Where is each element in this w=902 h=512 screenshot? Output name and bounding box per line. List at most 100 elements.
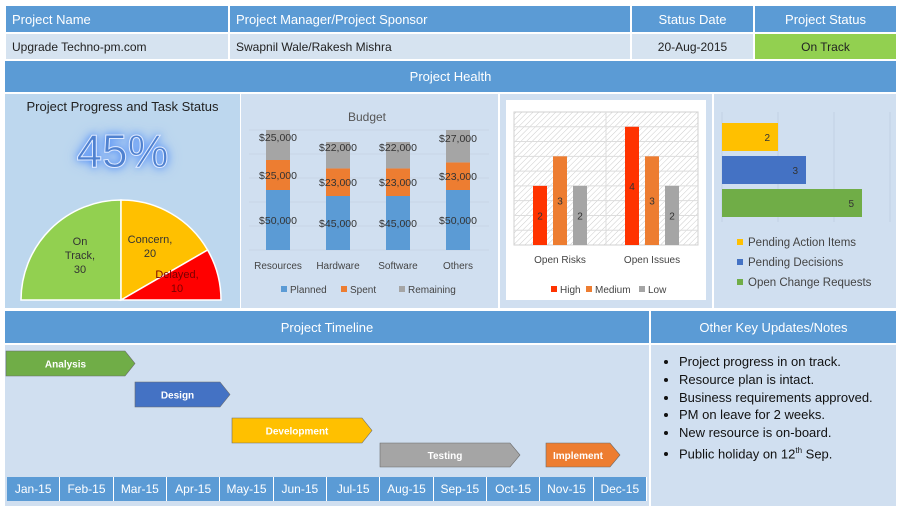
budget-data-label: $22,000: [379, 142, 417, 154]
project-status-badge: On Track: [754, 33, 897, 60]
legend-label: Low: [648, 285, 667, 296]
phase-bar-development: [231, 417, 373, 444]
risks-issues-chart: 2 3 2 Open Risks 4 3 2 Open Issues High Medium Low: [506, 100, 706, 300]
budget-bar-spent: [446, 162, 470, 190]
budget-data-label: $22,000: [319, 142, 357, 154]
risk-data-label: 3: [649, 197, 655, 208]
legend-swatch: [737, 279, 743, 285]
month-label: Feb-15: [60, 477, 114, 501]
pie-slice-concern: [120, 199, 209, 302]
risk-bar-medium: [645, 156, 659, 245]
month-label: Mar-15: [113, 477, 167, 501]
pie-label-line: On: [73, 236, 88, 248]
status-date-value: 20-Aug-2015: [631, 33, 754, 60]
task-status-pie: On Track, 30 Concern, 20 Delayed, 10: [20, 199, 222, 302]
budget-bar-planned: [266, 190, 290, 250]
pending-panel: 2 Pending Action Items 3 Pending Decisions 5…: [714, 94, 896, 308]
legend-label: Pending Action Items: [748, 237, 856, 249]
note-text: Public holiday on 12: [679, 446, 796, 462]
pie-slice-delayed: [118, 248, 222, 301]
risk-bar-high: [625, 126, 639, 245]
pie-label-line: 10: [171, 283, 183, 295]
phase-label: Design: [161, 391, 194, 402]
phase-label: Testing: [428, 451, 463, 462]
month-label: Dec-15: [593, 477, 647, 501]
risk-bar-low: [573, 185, 587, 245]
month-label: Nov-15: [540, 477, 594, 501]
notes-header: Other Key Updates/Notes: [651, 311, 896, 343]
budget-bar-remaining: [446, 130, 470, 163]
month-label: Sep-15: [433, 477, 487, 501]
pie-slice-on-track: [20, 199, 122, 301]
month-label: Aug-15: [380, 477, 434, 501]
note-text: Sep.: [802, 446, 833, 462]
budget-bar-planned: [386, 196, 410, 250]
risk-data-label: 2: [669, 211, 675, 222]
pending-data-label: 5: [848, 199, 854, 210]
progress-panel: Project Progress and Task Status 45% On T…: [5, 94, 240, 308]
legend-swatch: [639, 286, 645, 292]
budget-panel: Budget $50,000 $25,000 $25,000 Resources $45,…: [241, 94, 498, 308]
month-label: Jul-15: [327, 477, 381, 501]
budget-bar-spent: [326, 168, 350, 196]
legend-label: Planned: [290, 285, 327, 296]
budget-bar-spent: [266, 160, 290, 190]
budget-data-label: $23,000: [439, 171, 477, 183]
phase-bar-implement: [545, 442, 621, 468]
budget-bar-remaining: [266, 130, 290, 160]
risk-bar-medium: [553, 156, 567, 245]
note-item: PM on leave for 2 weeks.: [679, 406, 896, 424]
pie-label: Concern, 20: [128, 234, 173, 260]
phase-bar-analysis: [5, 350, 136, 377]
budget-title: Budget: [348, 110, 387, 124]
phase-label: Implement: [553, 451, 604, 462]
timeline-body: Analysis Design Development Testing Implemen…: [5, 345, 649, 506]
budget-bar-remaining: [386, 142, 410, 169]
budget-data-label: $25,000: [259, 132, 297, 144]
legend-swatch: [341, 286, 347, 292]
budget-bar-planned: [446, 190, 470, 250]
month-label: May-15: [220, 477, 274, 501]
budget-data-label: $50,000: [439, 215, 477, 227]
legend-swatch: [281, 286, 287, 292]
month-label: Apr-15: [167, 477, 221, 501]
budget-category-label: Hardware: [316, 261, 360, 272]
risk-data-label: 2: [577, 211, 583, 222]
gantt-chart: Analysis Design Development Testing Implemen…: [5, 350, 621, 468]
legend-label: Open Change Requests: [748, 277, 872, 289]
budget-data-label: $50,000: [259, 215, 297, 227]
progress-title: Project Progress and Task Status: [26, 99, 219, 114]
legend-swatch: [737, 239, 743, 245]
risk-data-label: 4: [629, 182, 635, 193]
month-axis: Jan-15 Feb-15 Mar-15 Apr-15 May-15 Jun-15 Jul-…: [7, 477, 647, 501]
budget-bar-spent: [386, 168, 410, 196]
project-health-header: Project Health: [5, 61, 896, 92]
note-item: Public holiday on 12th Sep.: [679, 442, 896, 463]
header-project-name: Project Name: [5, 5, 229, 33]
header-project-manager: Project Manager/Project Sponsor: [229, 5, 631, 33]
pie-label-line: 20: [144, 248, 156, 260]
project-manager-value: Swapnil Wale/Rakesh Mishra: [229, 33, 631, 60]
pending-bar: [722, 156, 806, 184]
budget-category-label: Others: [443, 261, 473, 272]
budget-category-label: Resources: [254, 261, 302, 272]
notes-body: Project progress in on track. Resource p…: [651, 345, 896, 506]
note-item: New resource is on-board.: [679, 424, 896, 442]
legend-label: Remaining: [408, 285, 456, 296]
pending-data-label: 2: [764, 133, 770, 144]
risk-bar-low: [665, 185, 679, 245]
pie-label-line: Delayed,: [155, 269, 198, 281]
legend-label: Spent: [350, 285, 376, 296]
note-sup: th: [795, 445, 803, 455]
timeline-header: Project Timeline: [5, 311, 649, 343]
budget-data-label: $45,000: [319, 218, 357, 230]
legend-label: Pending Decisions: [748, 257, 844, 269]
pie-label-line: Concern,: [128, 234, 173, 246]
phase-label: Development: [266, 427, 329, 438]
pie-label: Delayed, 10: [155, 269, 198, 295]
pie-label-line: 30: [74, 264, 86, 276]
legend-label: Medium: [595, 285, 631, 296]
budget-chart: Budget $50,000 $25,000 $25,000 Resources $45,…: [249, 110, 489, 296]
month-label: Jun-15: [273, 477, 327, 501]
pending-data-label: 3: [792, 166, 798, 177]
